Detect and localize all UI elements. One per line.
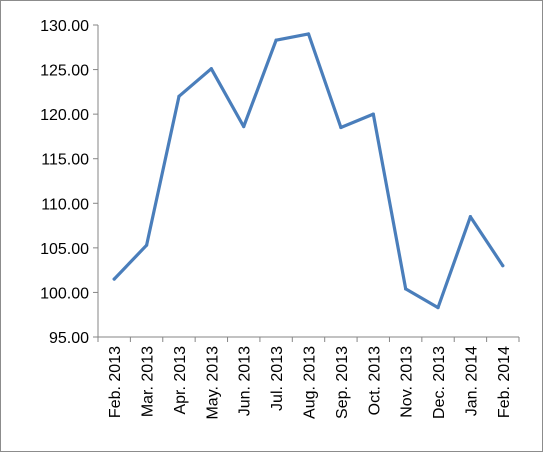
x-tick-label: Dec. 2013 <box>431 346 448 419</box>
data-point <box>339 125 343 130</box>
x-tick-label: Feb. 2014 <box>496 346 513 418</box>
axes <box>93 24 520 342</box>
y-tick-label: 125.00 <box>40 63 89 80</box>
data-point <box>501 264 505 268</box>
x-tick-label: Mar. 2013 <box>140 346 157 417</box>
data-point <box>468 215 473 219</box>
x-tick-label: Apr. 2013 <box>172 346 189 415</box>
data-point <box>404 287 408 291</box>
y-tick-labels: 95.00 100.00 105.00 110.00 115.00 120.00 125.0… <box>40 18 89 347</box>
y-tick-label: 100.00 <box>40 285 89 302</box>
x-tick-label: Nov. 2013 <box>399 346 416 418</box>
y-tick-label: 105.00 <box>40 241 89 258</box>
data-point <box>371 112 375 116</box>
data-point <box>209 67 213 71</box>
data-point <box>177 94 181 98</box>
x-tick-labels: Feb. 2013 Mar. 2013 Apr. 2013 May. 2013 Jun.… <box>107 346 513 420</box>
series-layer <box>112 32 505 310</box>
data-point <box>242 125 246 129</box>
x-tick-label: Sep. 2013 <box>334 346 351 419</box>
data-point <box>306 32 311 36</box>
x-tick-label: Aug. 2013 <box>302 346 319 419</box>
y-tick-label: 110.00 <box>41 196 89 213</box>
y-tick-label: 120.00 <box>40 107 89 124</box>
series-line <box>112 32 505 310</box>
x-tick-label: Jun. 2013 <box>237 346 254 416</box>
y-tick-label: 115.00 <box>41 152 89 169</box>
x-tick-label: Oct. 2013 <box>366 346 383 415</box>
x-tick-label: May. 2013 <box>204 346 221 420</box>
x-tick-label: Jan. 2014 <box>463 346 480 416</box>
y-tick-label: 95.00 <box>49 330 89 347</box>
data-point <box>274 38 278 42</box>
x-tick-label: Jul. 2013 <box>269 346 286 411</box>
data-point <box>144 243 149 247</box>
y-tick-label: 130.00 <box>40 18 89 35</box>
data-point <box>436 305 440 310</box>
data-point <box>112 277 116 281</box>
x-tick-label: Feb. 2013 <box>107 346 124 418</box>
